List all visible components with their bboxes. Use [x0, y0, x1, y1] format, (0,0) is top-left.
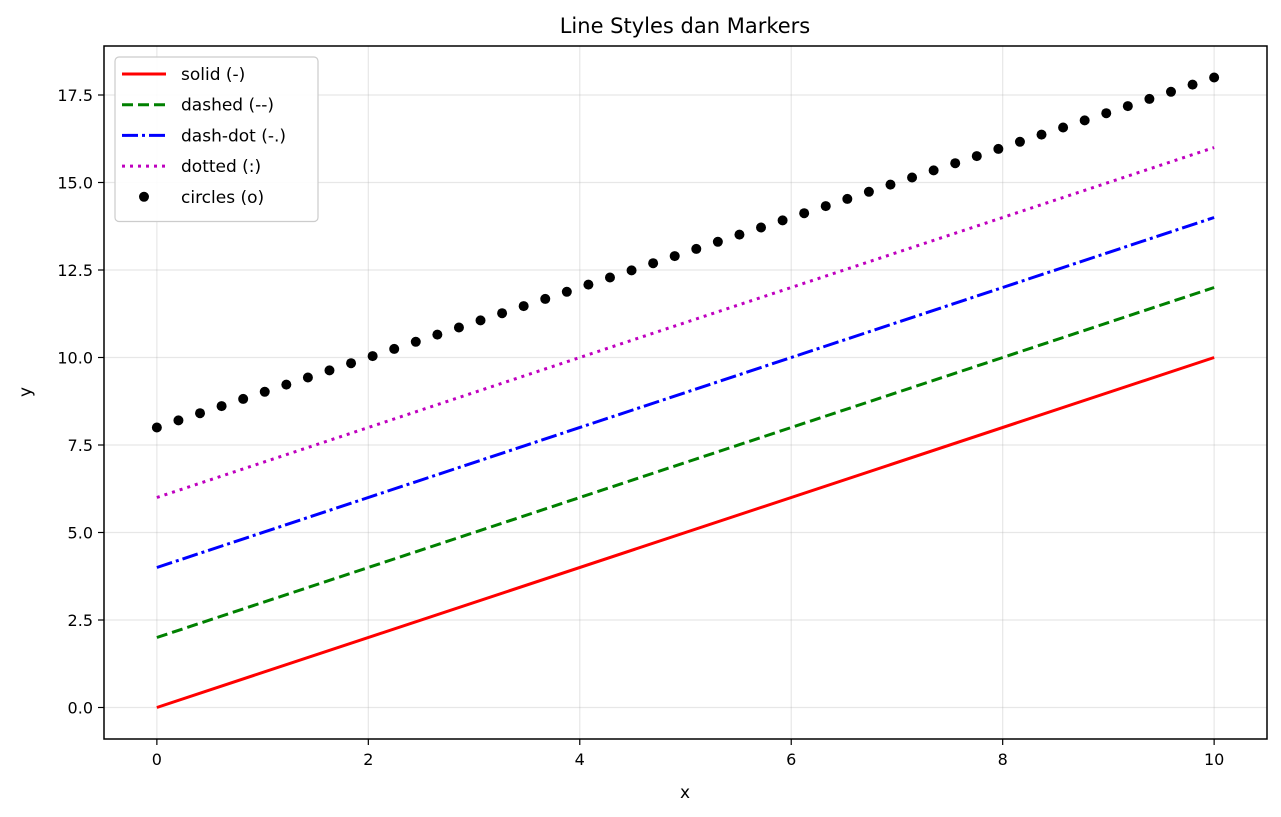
- data-point: [1165, 86, 1176, 97]
- legend-item: dashed (--): [122, 96, 274, 116]
- data-point: [604, 272, 615, 283]
- data-point: [173, 415, 184, 426]
- chart-title: Line Styles dan Markers: [560, 14, 811, 38]
- y-axis: 0.0 2.5 5.0 7.5 10.0 12.5 15.0 17.5: [57, 86, 104, 718]
- data-point: [1187, 79, 1198, 90]
- data-point: [453, 322, 464, 333]
- legend-box: [114, 56, 319, 223]
- series-line-dash-dot: [156, 216, 1215, 569]
- data-point: [1144, 93, 1155, 104]
- data-point: [195, 408, 206, 419]
- x-tick-label: 8: [998, 750, 1008, 769]
- legend-marker: [139, 191, 149, 202]
- data-point: [1122, 101, 1133, 112]
- data-point: [712, 236, 723, 247]
- plot-frame: [103, 45, 1268, 740]
- data-point: [1014, 136, 1025, 147]
- data-point: [626, 265, 637, 276]
- data-point: [238, 393, 249, 404]
- data-point: [971, 151, 982, 162]
- data-point: [1036, 129, 1047, 140]
- data-point: [561, 286, 572, 297]
- data-point: [259, 386, 270, 397]
- legend-item: dash-dot (-.): [122, 126, 286, 146]
- data-point: [820, 201, 831, 212]
- x-axis-label: x: [680, 783, 690, 803]
- y-tick-label: 0.0: [68, 699, 93, 718]
- data-point: [799, 208, 810, 219]
- data-point: [475, 315, 486, 326]
- data-point: [734, 229, 745, 240]
- data-point: [324, 365, 335, 376]
- legend-label: circles (o): [181, 188, 264, 208]
- data-point: [885, 179, 896, 190]
- data-point: [993, 143, 1004, 154]
- data-point: [410, 336, 421, 347]
- data-point: [518, 301, 529, 312]
- x-tick-label: 10: [1204, 750, 1224, 769]
- x-axis: 0 2 4 6 8 10: [152, 739, 1224, 769]
- data-point: [346, 358, 357, 369]
- series-line-dashed: [156, 286, 1215, 639]
- legend-label: solid (-): [181, 65, 245, 85]
- y-tick-label: 12.5: [57, 261, 93, 280]
- legend-label: dashed (--): [181, 96, 274, 116]
- data-point: [950, 158, 961, 169]
- data-point: [777, 215, 788, 226]
- y-tick-label: 17.5: [57, 86, 93, 105]
- data-point: [216, 401, 227, 412]
- data-point: [928, 165, 939, 176]
- data-point: [842, 193, 853, 204]
- data-point: [648, 258, 659, 269]
- plot-area: [151, 72, 1220, 709]
- series-line-dotted: [156, 146, 1215, 499]
- data-point: [863, 186, 874, 197]
- y-tick-label: 10.0: [57, 349, 93, 368]
- y-tick-label: 15.0: [57, 174, 93, 193]
- data-point: [669, 251, 680, 262]
- y-axis-label: y: [16, 387, 36, 397]
- data-point: [1101, 108, 1112, 119]
- data-point: [302, 372, 313, 383]
- y-tick-label: 7.5: [68, 436, 93, 455]
- data-point: [389, 343, 400, 354]
- y-tick-label: 2.5: [68, 611, 93, 630]
- series-line-solid: [156, 356, 1215, 709]
- data-point: [1079, 115, 1090, 126]
- x-tick-label: 6: [786, 750, 796, 769]
- data-point: [583, 279, 594, 290]
- series-circles-o: [151, 72, 1220, 433]
- x-tick-label: 0: [152, 750, 162, 769]
- grid: [104, 46, 1267, 739]
- x-tick-label: 2: [363, 750, 373, 769]
- data-point: [281, 379, 292, 390]
- data-point: [756, 222, 767, 233]
- legend-item: dotted (:): [122, 157, 261, 177]
- data-point: [432, 329, 443, 340]
- legend-label: dash-dot (-.): [181, 126, 286, 146]
- x-tick-label: 4: [575, 750, 585, 769]
- legend-label: dotted (:): [181, 157, 261, 177]
- data-point: [907, 172, 918, 183]
- data-point: [367, 351, 378, 362]
- legend: solid (-) dashed (--) dash-dot (-.) dotted …: [114, 56, 319, 223]
- legend-item: circles (o): [139, 188, 264, 208]
- data-point: [540, 293, 551, 304]
- data-point: [497, 308, 508, 319]
- data-point: [1058, 122, 1069, 133]
- series-layer: [151, 72, 1220, 709]
- data-point: [691, 243, 702, 254]
- data-point: [151, 422, 162, 433]
- data-point: [1209, 72, 1220, 83]
- y-tick-label: 5.0: [68, 524, 93, 543]
- legend-item: solid (-): [122, 65, 245, 85]
